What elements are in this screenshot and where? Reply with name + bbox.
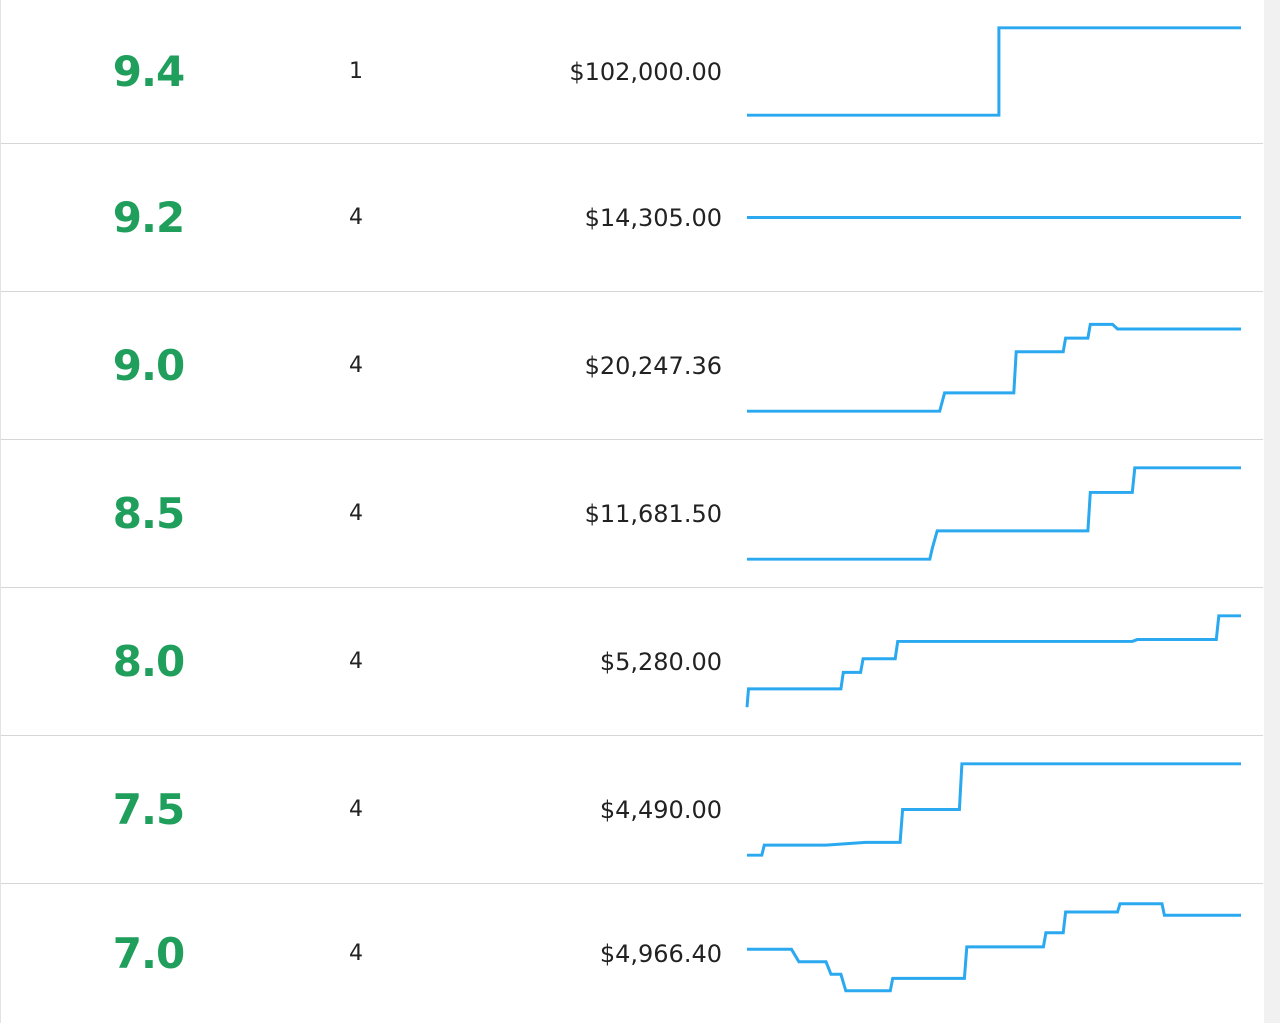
price-trend-sparkline <box>747 466 1241 561</box>
sales-count: 1 <box>349 59 363 84</box>
sales-count: 4 <box>349 353 363 378</box>
price-trend-sparkline <box>747 26 1241 117</box>
average-price: $20,247.36 <box>584 351 722 380</box>
average-price: $102,000.00 <box>569 57 722 86</box>
grade-value: 7.5 <box>112 785 185 834</box>
sales-count: 4 <box>349 797 363 822</box>
table-row[interactable]: 7.5 4 $4,490.00 <box>1 736 1263 884</box>
table-row[interactable]: 7.0 4 $4,966.40 <box>1 884 1263 1023</box>
sparkline-path <box>747 466 1241 561</box>
grade-value: 9.0 <box>112 341 185 390</box>
price-trend-sparkline <box>747 216 1241 219</box>
sales-count: 4 <box>349 501 363 526</box>
table-row[interactable]: 8.0 4 $5,280.00 <box>1 588 1263 736</box>
grade-value: 7.0 <box>112 929 185 978</box>
sparkline-path <box>747 762 1241 857</box>
sparkline-path <box>747 902 1241 993</box>
average-price: $14,305.00 <box>584 203 722 232</box>
price-trend-sparkline <box>747 322 1241 413</box>
sparkline-path <box>745 614 1241 708</box>
table-row[interactable]: 9.2 4 $14,305.00 <box>1 144 1263 292</box>
price-trend-sparkline <box>745 614 1241 708</box>
price-trend-sparkline <box>747 762 1241 857</box>
grade-value: 9.2 <box>112 193 185 242</box>
table-row[interactable]: 9.0 4 $20,247.36 <box>1 292 1263 440</box>
table-row[interactable]: 8.5 4 $11,681.50 <box>1 440 1263 588</box>
average-price: $4,966.40 <box>599 939 722 968</box>
sparkline-path <box>747 26 1241 117</box>
grade-value: 8.0 <box>112 637 185 686</box>
price-trend-sparkline <box>747 902 1241 993</box>
scrollbar[interactable] <box>1264 0 1280 1023</box>
sparkline-path <box>747 322 1241 413</box>
sales-count: 4 <box>349 649 363 674</box>
grade-value: 8.5 <box>112 489 185 538</box>
sales-count: 4 <box>349 941 363 966</box>
average-price: $4,490.00 <box>599 795 722 824</box>
grade-value: 9.4 <box>112 47 185 96</box>
average-price: $11,681.50 <box>584 499 722 528</box>
sales-count: 4 <box>349 205 363 230</box>
average-price: $5,280.00 <box>599 647 722 676</box>
table-row[interactable]: 9.4 1 $102,000.00 <box>1 0 1263 144</box>
